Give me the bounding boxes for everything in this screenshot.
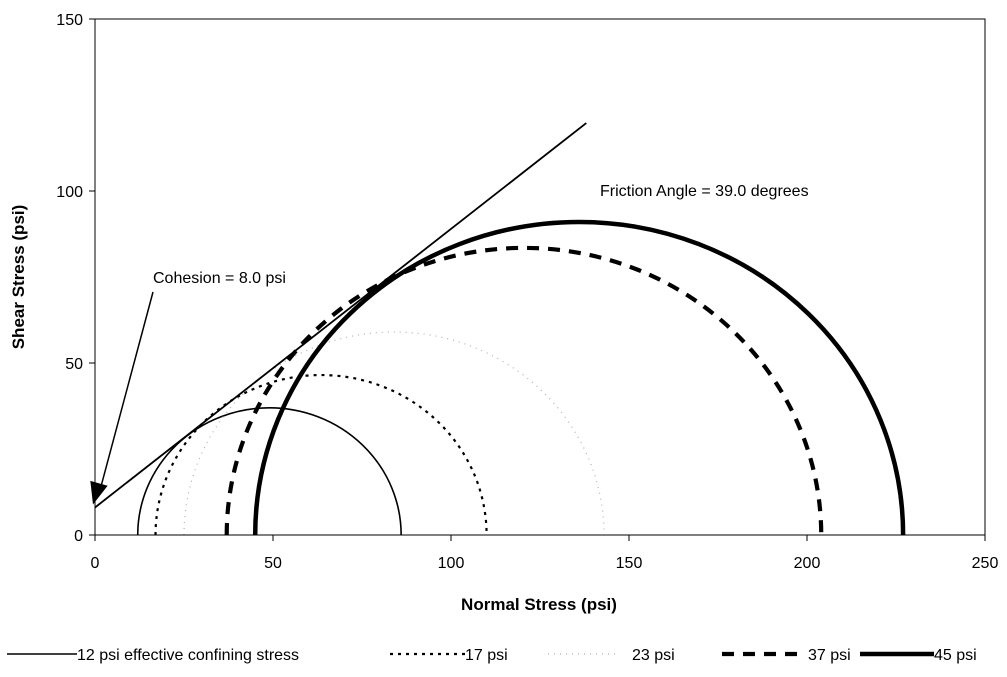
mohr-circle-45 (252, 219, 906, 536)
x-tick-label: 250 (972, 555, 999, 572)
axes: 0 50 100 150 200 250 0 50 100 150 (56, 12, 998, 572)
friction-angle-annotation: Friction Angle = 39.0 degrees (600, 183, 809, 200)
y-tick-label: 150 (56, 12, 83, 29)
x-tick-label: 200 (794, 555, 821, 572)
failure-envelope-line (94, 122, 587, 509)
y-tick-label: 100 (56, 184, 83, 201)
mohr-circle-17 (154, 374, 488, 536)
legend-label-17: 17 psi (465, 647, 508, 664)
legend-label-37: 37 psi (808, 647, 851, 664)
x-tick-label: 0 (91, 555, 100, 572)
y-axis-title: Shear Stress (psi) (9, 205, 28, 350)
legend-label-12: 12 psi effective confining stress (77, 647, 299, 664)
cohesion-annotation: Cohesion = 8.0 psi (153, 270, 286, 287)
plot-frame (94, 18, 986, 536)
y-tick-label: 0 (74, 528, 83, 545)
legend: 12 psi effective confining stress 17 psi 2… (7, 647, 977, 664)
x-tick-label: 50 (264, 555, 282, 572)
cohesion-arrow-line (100, 291, 154, 487)
cohesion-arrow-head (90, 480, 108, 505)
mohr-circle-25 (183, 331, 605, 536)
legend-label-45: 45 psi (934, 647, 977, 664)
x-tick-label: 100 (438, 555, 465, 572)
mohr-circle-37 (224, 245, 824, 536)
x-tick-label: 150 (616, 555, 643, 572)
mohr-circle-12 (136, 406, 402, 536)
legend-label-25: 23 psi (632, 647, 675, 664)
y-tick-label: 50 (65, 356, 83, 373)
x-axis-title: Normal Stress (psi) (461, 595, 617, 614)
